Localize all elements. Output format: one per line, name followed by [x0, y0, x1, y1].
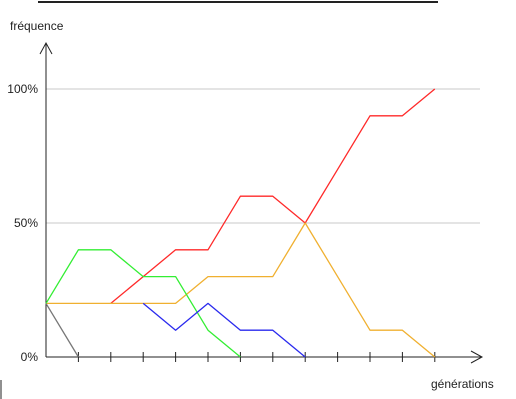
x-axis-arrow	[470, 350, 484, 364]
series-group	[45, 88, 436, 358]
labels-group: fréquence générations 0% 50% 100%	[7, 19, 493, 391]
y-tick-label-50: 50%	[14, 216, 38, 230]
series-line-4	[142, 302, 306, 358]
y-axis-label: fréquence	[10, 19, 64, 33]
y-tick-label-100: 100%	[7, 82, 38, 96]
series-line-2	[46, 222, 436, 358]
y-tick-label-0: 0%	[21, 350, 39, 364]
x-axis-label: générations	[431, 377, 494, 391]
series-line-1	[110, 88, 436, 304]
grid	[46, 88, 480, 224]
y-axis-arrow	[39, 41, 53, 55]
series-line-5	[45, 303, 79, 358]
axes	[39, 41, 484, 364]
series-line-3	[45, 249, 241, 358]
